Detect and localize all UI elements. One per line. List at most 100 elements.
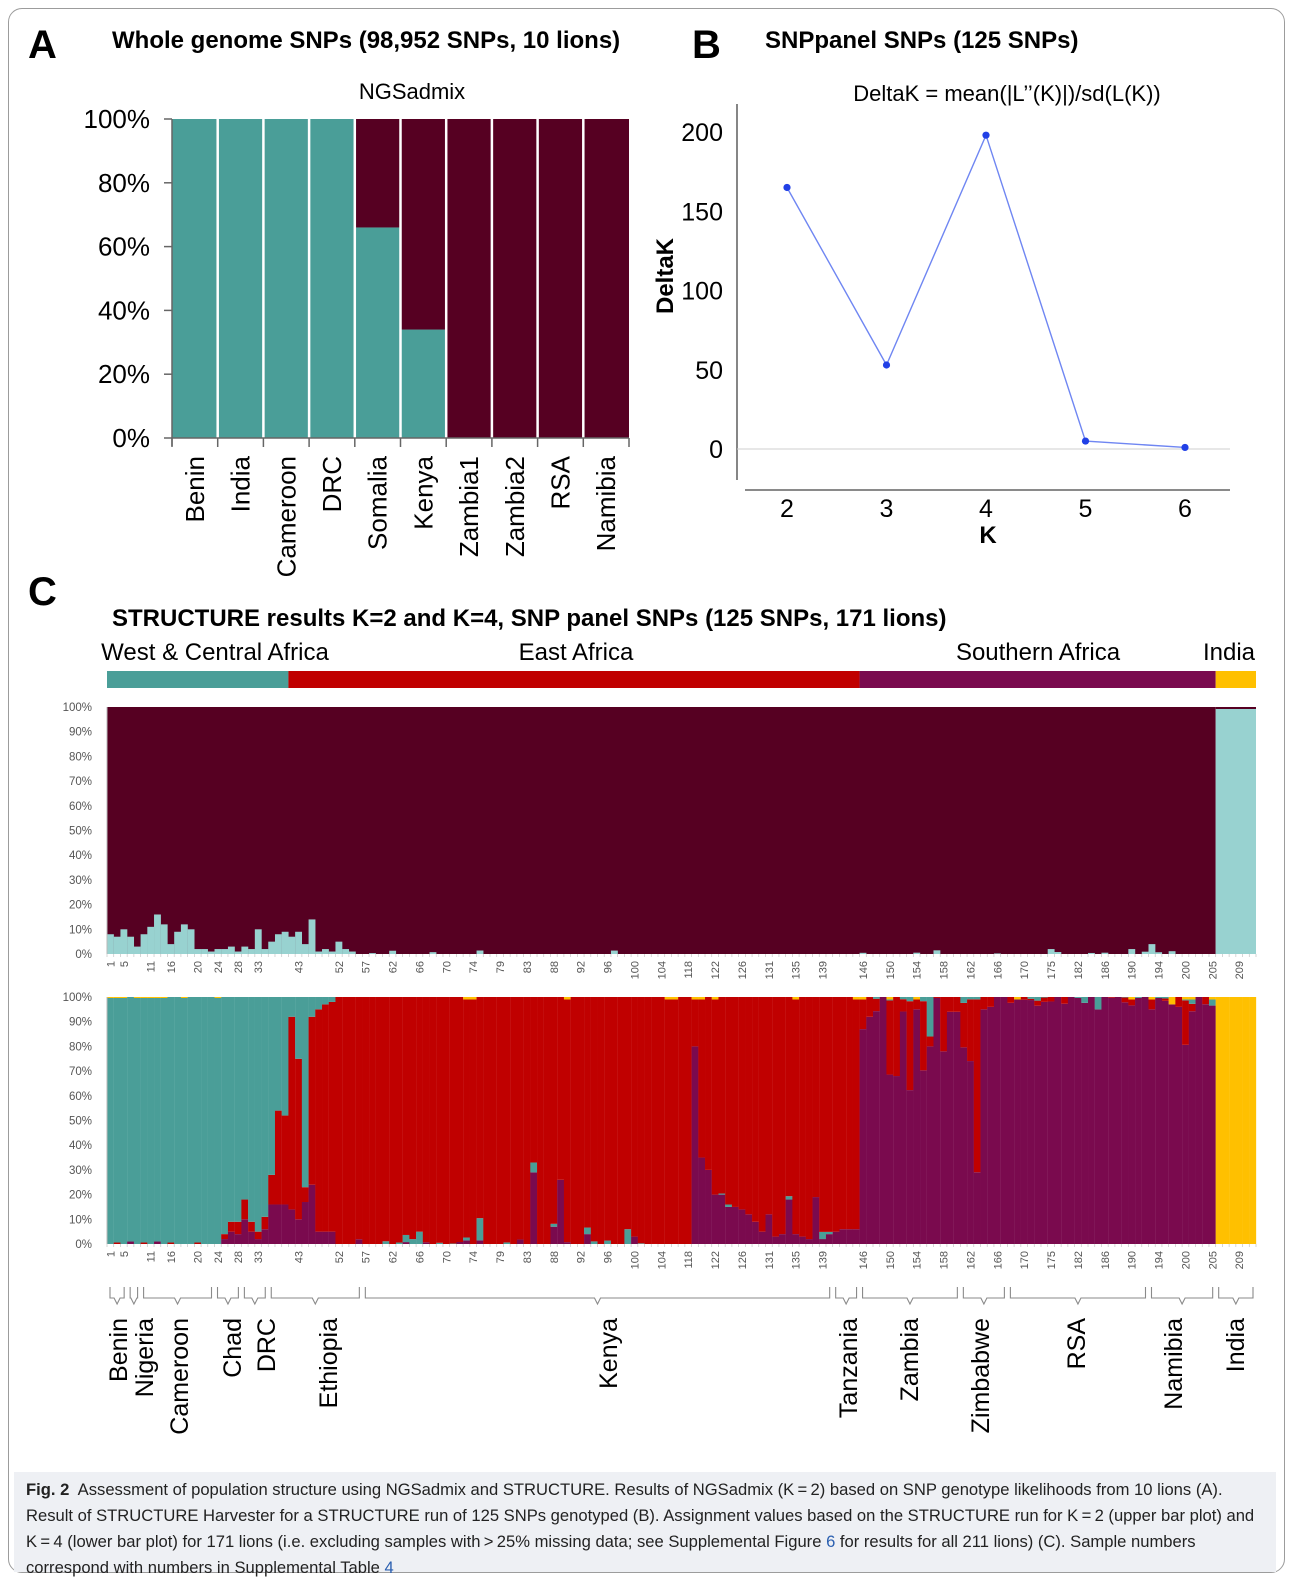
k4-bar	[396, 997, 403, 1243]
k4-bar	[1162, 999, 1169, 1001]
k2-bar	[194, 949, 201, 954]
k4-x-label: 33	[253, 1251, 265, 1263]
k4-bar	[813, 1197, 820, 1244]
k2-bar	[329, 952, 336, 954]
k4-bar	[718, 1195, 725, 1244]
k4-bar	[1007, 1003, 1014, 1244]
population-label-cameroon: Cameroon	[166, 1318, 194, 1435]
x-label-benin: Benin	[180, 456, 210, 523]
k4-y-tick: 50%	[69, 1116, 92, 1128]
k2-bar	[167, 944, 174, 954]
k4-bar	[624, 997, 631, 1229]
k4-x-label: 154	[912, 1251, 924, 1269]
k4-bar	[268, 1175, 275, 1205]
x-axis-label: K	[979, 522, 997, 549]
population-label-benin: Benin	[105, 1318, 133, 1382]
k4-bar	[1095, 1009, 1102, 1244]
k2-bar	[611, 951, 618, 954]
k4-bar	[886, 997, 893, 999]
k4-bar	[416, 1232, 423, 1244]
k4-bar	[604, 1241, 611, 1244]
population-bracket	[963, 1287, 1004, 1304]
k4-bar	[933, 997, 940, 998]
k4-bar	[638, 1243, 645, 1244]
population-label-drc: DRC	[253, 1318, 281, 1372]
k2-bar	[255, 929, 262, 954]
k4-bar	[671, 999, 678, 1244]
caption-link-table[interactable]: 4	[385, 1558, 394, 1577]
k4-bar	[974, 1172, 981, 1244]
k4-bar	[302, 1187, 309, 1202]
k4-bar	[477, 1240, 484, 1244]
k2-bar	[477, 951, 484, 954]
k4-bar	[295, 997, 302, 1059]
k4-bar	[907, 997, 914, 1001]
k2-x-label: 175	[1046, 961, 1058, 979]
k4-bar	[974, 997, 981, 999]
k2-x-label: 186	[1100, 961, 1112, 979]
k4-bar	[886, 1000, 893, 1074]
k4-bar	[981, 997, 988, 1009]
k4-bar	[1122, 997, 1129, 1002]
k4-bar	[530, 1162, 537, 1172]
figure-caption: Fig. 2 Assessment of population structur…	[14, 1472, 1276, 1572]
k4-bar	[665, 997, 672, 999]
k2-x-label: 79	[495, 961, 507, 973]
k4-bar	[940, 997, 947, 1051]
k4-bar	[524, 997, 531, 1244]
k4-bar	[725, 1207, 732, 1244]
k4-x-label: 186	[1100, 1251, 1112, 1269]
k4-bar	[497, 997, 504, 1244]
k4-bar	[369, 997, 376, 1244]
panel-b-subtitle: DeltaK = mean(|L’’(K)|)/sd(L(K))	[853, 81, 1161, 106]
k4-x-label: 131	[764, 1251, 776, 1269]
k2-x-label: 182	[1073, 961, 1085, 979]
population-label-chad: Chad	[219, 1318, 247, 1378]
k4-bar	[745, 1214, 752, 1244]
k4-bar	[1148, 999, 1155, 1009]
k2-bar	[1169, 951, 1176, 954]
k4-bar	[450, 997, 457, 1244]
k4-bar	[456, 997, 463, 1242]
k4-bar	[1088, 997, 1095, 1244]
k4-bar	[886, 999, 893, 1000]
k4-bar	[900, 999, 907, 1011]
k2-bar	[262, 949, 269, 954]
k4-x-label: 162	[965, 1251, 977, 1269]
k4-bar	[241, 1219, 248, 1244]
k4-bar	[235, 1234, 242, 1244]
k4-bar	[322, 1232, 329, 1244]
population-label-nigeria: Nigeria	[131, 1318, 159, 1397]
k2-x-label: 158	[939, 961, 951, 979]
k4-bar	[134, 998, 141, 1244]
k4-bar	[356, 997, 363, 1239]
k4-bar	[1054, 997, 1061, 1244]
k4-bar	[846, 997, 853, 1229]
k4-bar	[584, 1234, 591, 1244]
k4-bar	[725, 1205, 732, 1207]
k2-bar	[134, 947, 141, 954]
k4-bar	[1122, 1002, 1129, 1244]
deltak-chart: 0501001502002 3 4 5 6KDeltaK	[652, 104, 1230, 549]
k4-bar	[268, 997, 275, 1175]
k4-bar	[1189, 1004, 1196, 1011]
k4-bar	[759, 1232, 766, 1244]
population-bracket	[110, 1287, 124, 1304]
k2-bar	[181, 924, 188, 954]
k2-bar	[215, 949, 222, 954]
k4-bar	[981, 1009, 988, 1244]
k4-bar	[954, 997, 961, 1012]
population-label-tanzania: Tanzania	[835, 1318, 863, 1418]
k4-bar	[651, 997, 658, 1244]
k4-bar	[893, 1076, 900, 1244]
y-tick-label: 100	[681, 278, 723, 306]
k4-bar	[927, 997, 934, 1037]
k4-bar	[342, 997, 349, 1244]
k4-bar	[1155, 997, 1162, 998]
caption-link-figure[interactable]: 6	[826, 1532, 835, 1551]
k4-bar	[826, 997, 833, 1232]
k4-bar	[1061, 997, 1068, 1004]
admix-bar-zambia2-1	[492, 119, 538, 438]
k4-bar	[900, 997, 907, 999]
region-label: East Africa	[519, 639, 634, 666]
